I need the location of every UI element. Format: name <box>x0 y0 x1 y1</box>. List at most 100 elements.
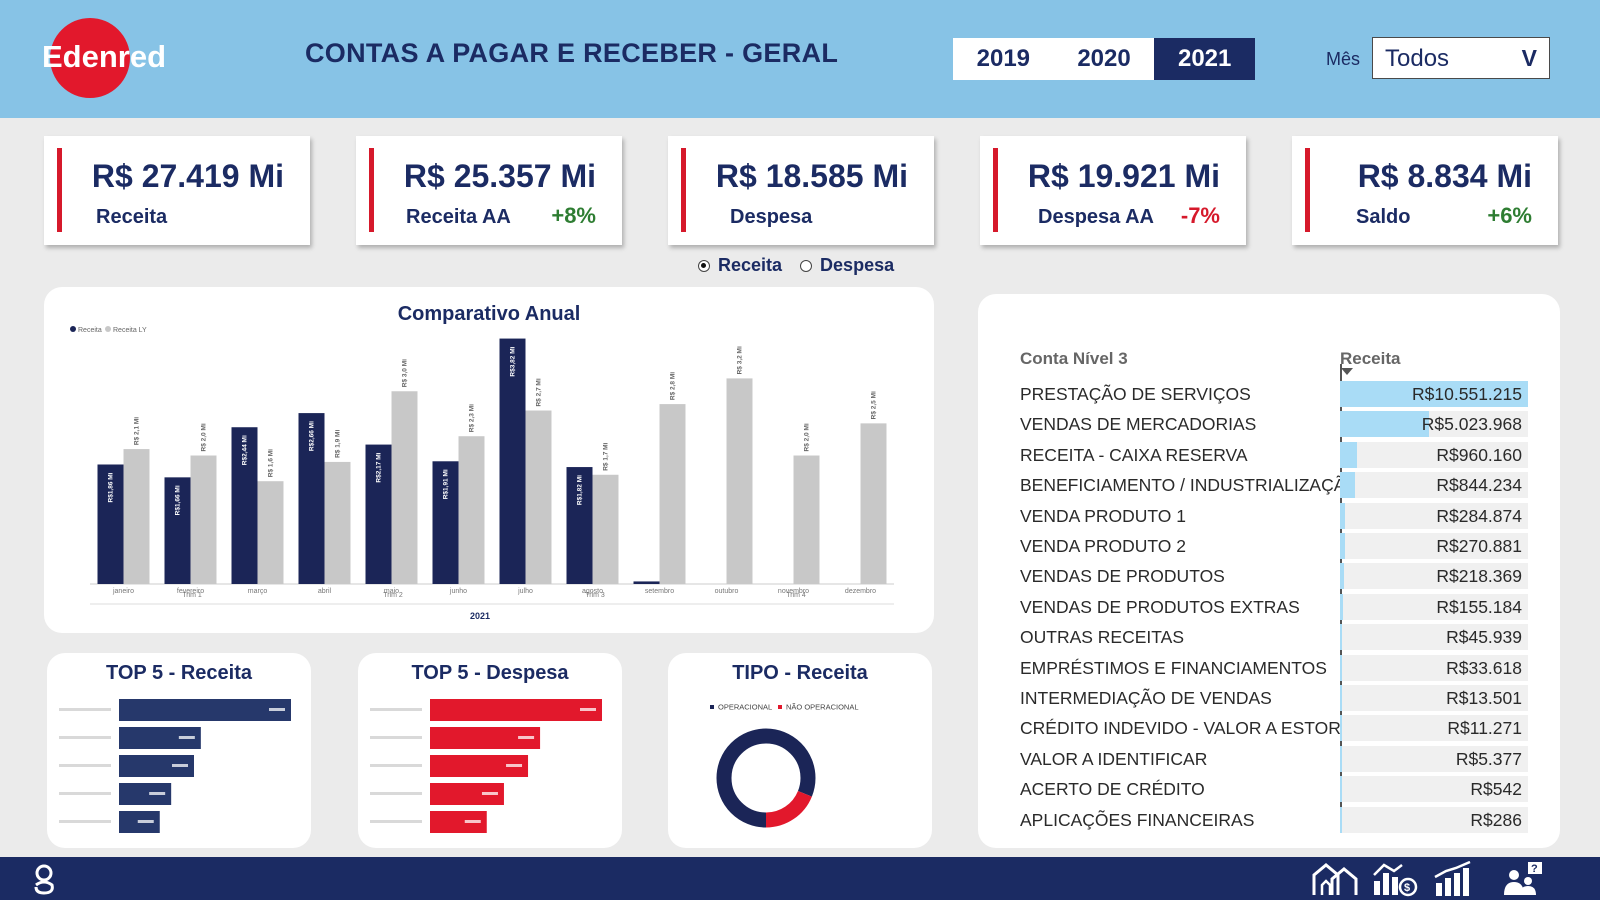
receita-cell: R$270.881 <box>1340 533 1528 559</box>
top5-bar[interactable] <box>430 811 487 833</box>
top5-value-label <box>171 764 188 767</box>
top5-value-label <box>518 736 535 739</box>
bar-receita-junho[interactable] <box>432 461 459 584</box>
sort-desc-icon <box>1341 368 1353 375</box>
table-row[interactable]: ACERTO DE CRÉDITO R$542 <box>1020 776 1528 806</box>
receita-cell: R$5.377 <box>1340 745 1528 772</box>
x-tick-label: fevereiro <box>177 588 204 595</box>
bar-data-label: R$ 2,1 Mi <box>134 417 141 445</box>
top5-bar[interactable] <box>119 699 291 721</box>
bar-data-label: R$1,86 Mi <box>108 472 115 502</box>
bar-receita-ly-setembro[interactable] <box>659 404 686 584</box>
kpi-accent-bar <box>57 148 62 232</box>
bar-receita-março[interactable] <box>231 427 258 584</box>
svg-text:?: ? <box>1531 863 1538 875</box>
conta-name: APLICAÇÕES FINANCEIRAS <box>1020 809 1255 830</box>
bar-receita-ly-outubro[interactable] <box>726 378 753 584</box>
receita-cell: R$5.023.968 <box>1340 411 1528 438</box>
top5-bar[interactable] <box>430 699 602 721</box>
table-row[interactable]: VENDAS DE PRODUTOS EXTRAS R$155.184 <box>1020 593 1528 624</box>
top5-value-label <box>269 708 285 711</box>
top5-bar[interactable] <box>119 755 194 777</box>
year-2020-button[interactable]: 2020 <box>1077 45 1131 72</box>
month-dropdown[interactable]: Todos V <box>1372 37 1550 79</box>
bar-data-label: R$1,66 Mi <box>175 485 182 515</box>
top5-category-label <box>59 708 111 711</box>
table-row[interactable]: BENEFICIAMENTO / INDUSTRIALIZAÇÃO R$844.2… <box>1020 472 1528 502</box>
help-users-icon[interactable]: ? <box>1502 861 1548 897</box>
bar-receita-ly-dezembro[interactable] <box>860 423 887 584</box>
receita-cell: R$844.234 <box>1340 472 1528 499</box>
kpi-label: Despesa <box>730 206 813 228</box>
col-header-conta[interactable]: Conta Nível 3 <box>1020 349 1128 368</box>
bar-data-label: R$ 3,0 Mi <box>402 359 409 387</box>
table-row[interactable]: VENDA PRODUTO 1 R$284.874 <box>1020 502 1528 533</box>
table-row[interactable]: VALOR A IDENTIFICAR R$5.377 <box>1020 745 1528 776</box>
table-row[interactable]: VENDAS DE MERCADORIAS R$5.023.968 <box>1020 411 1528 441</box>
home-icon[interactable] <box>1312 861 1358 897</box>
top5-category-label <box>370 708 422 711</box>
bar-receita-ly-agosto[interactable] <box>592 474 619 584</box>
bar-receita-ly-julho[interactable] <box>525 410 552 584</box>
table-row[interactable]: APLICAÇÕES FINANCEIRAS R$286 <box>1020 806 1528 837</box>
top5-bar[interactable] <box>430 783 504 805</box>
top5-bar[interactable] <box>119 783 172 805</box>
bar-data-label: R$2,66 Mi <box>309 421 316 451</box>
bar-receita-julho[interactable] <box>499 338 526 584</box>
chart-legend: Receita Receita LY <box>70 326 147 334</box>
bar-receita-ly-abril[interactable] <box>324 461 351 584</box>
top5-bar[interactable] <box>430 727 541 749</box>
donut-slice-nao-operacional[interactable] <box>716 728 816 828</box>
kpi-card-saldo: R$ 8.834 Mi Saldo +6% <box>1292 136 1558 245</box>
bar-receita-ly-novembro[interactable] <box>793 455 820 585</box>
growth-chart-icon[interactable] <box>1432 861 1478 897</box>
top5-value-label <box>580 708 596 711</box>
legend-nao-operacional-swatch <box>778 705 782 709</box>
kpi-card-receita-aa: R$ 25.357 Mi Receita AA +8% <box>356 136 622 245</box>
bar-receita-ly-março[interactable] <box>257 481 284 584</box>
header-bar: Edenred CONTAS A PAGAR E RECEBER - GERAL… <box>0 0 1600 118</box>
receita-despesa-toggle: Receita Despesa <box>698 255 894 276</box>
top5-despesa-card: TOP 5 - Despesa <box>358 653 622 848</box>
table-row[interactable]: VENDA PRODUTO 2 R$270.881 <box>1020 533 1528 563</box>
bar-receita-ly-junho[interactable] <box>458 436 485 584</box>
year-2021-button[interactable]: 2021 <box>1154 38 1256 80</box>
top5-bar[interactable] <box>119 727 201 749</box>
bar-receita-ly-janeiro[interactable] <box>123 449 150 584</box>
x-tick-label: dezembro <box>845 588 876 595</box>
conta-name: INTERMEDIAÇÃO DE VENDAS <box>1020 688 1272 708</box>
bar-receita-agosto[interactable] <box>566 467 593 584</box>
top5-bar[interactable] <box>430 755 529 777</box>
year-2019-button[interactable]: 2019 <box>976 45 1031 72</box>
bar-receita-ly-fevereiro[interactable] <box>190 455 217 585</box>
table-row[interactable]: EMPRÉSTIMOS E FINANCIAMENTOS R$33.618 <box>1020 654 1528 685</box>
kpi-value: R$ 25.357 Mi <box>403 158 596 194</box>
radio-despesa[interactable]: Despesa <box>800 255 894 276</box>
radio-label: Receita <box>718 255 783 275</box>
kpi-label: Despesa AA <box>1038 206 1154 228</box>
bar-receita-fevereiro[interactable] <box>164 477 191 584</box>
table-row[interactable]: VENDAS DE PRODUTOS R$218.369 <box>1020 563 1528 593</box>
table-row[interactable]: RECEITA - CAIXA RESERVA R$960.160 <box>1020 441 1528 472</box>
radio-receita[interactable]: Receita <box>698 255 782 276</box>
edenred-logo: Edenred <box>42 18 166 98</box>
receita-bar <box>1340 411 1430 438</box>
kpi-card-receita: R$ 27.419 Mi Receita <box>44 136 310 245</box>
bar-receita-ly-maio[interactable] <box>391 391 418 584</box>
x-tick-label: janeiro <box>112 588 134 595</box>
table-row[interactable]: OUTRAS RECEITAS R$45.939 <box>1020 624 1528 654</box>
bar-receita-setembro[interactable] <box>633 581 660 584</box>
finance-chart-icon[interactable]: $ <box>1372 861 1418 897</box>
receita-bar <box>1340 381 1528 407</box>
table-row[interactable]: INTERMEDIAÇÃO DE VENDAS R$13.501 <box>1020 685 1528 715</box>
table-row[interactable]: CRÉDITO INDEVIDO - VALOR A ESTORN R$11.27… <box>1020 715 1528 745</box>
bar-receita-maio[interactable] <box>365 444 392 584</box>
bar-data-label: R$2,44 Mi <box>242 435 249 465</box>
table-row[interactable]: PRESTAÇÃO DE SERVIÇOS R$10.551.215 <box>1020 381 1528 411</box>
kpi-value: R$ 27.419 Mi <box>91 158 284 194</box>
bar-receita-abril[interactable] <box>298 413 325 584</box>
conta-name: RECEITA - CAIXA RESERVA <box>1020 444 1248 465</box>
conta-name: CRÉDITO INDEVIDO - VALOR A ESTORN <box>1020 718 1354 739</box>
col-header-receita[interactable]: Receita <box>1340 349 1401 368</box>
bar-receita-janeiro[interactable] <box>97 464 124 584</box>
